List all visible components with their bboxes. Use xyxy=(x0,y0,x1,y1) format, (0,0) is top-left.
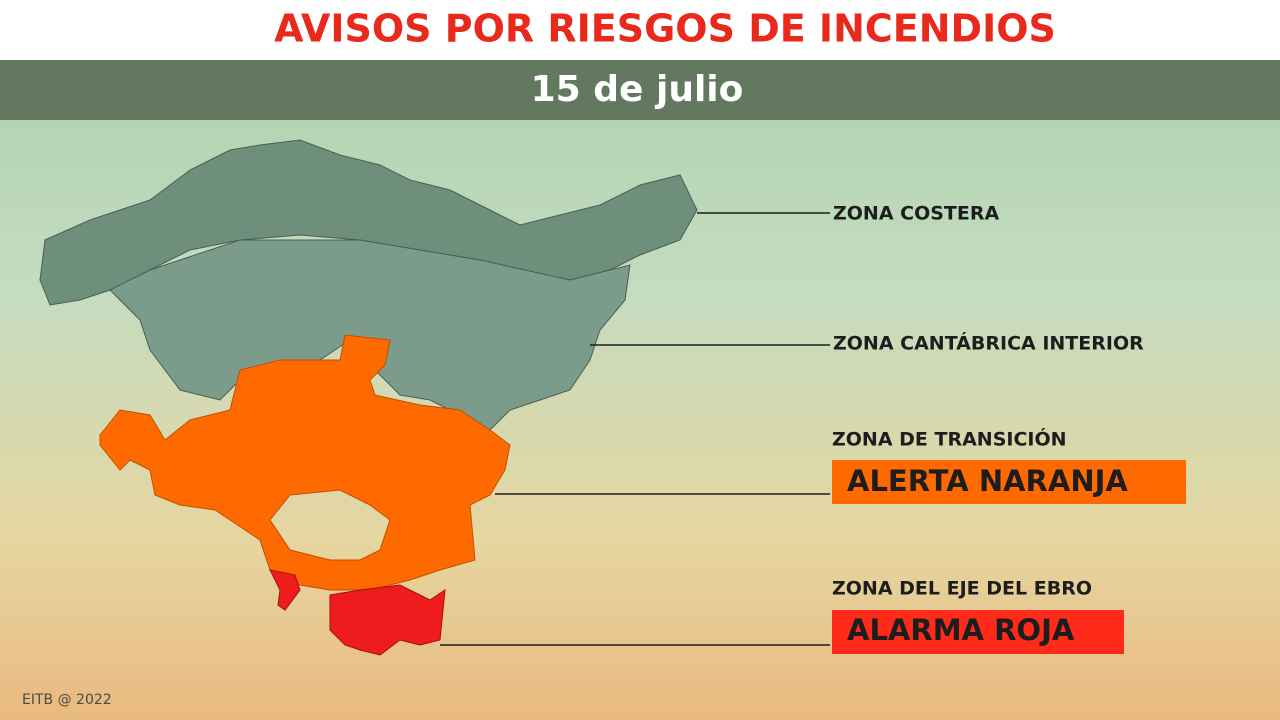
zone-label: ZONA CANTÁBRICA INTERIOR xyxy=(833,332,1144,355)
alert-label: ALERTA NARANJA xyxy=(847,464,1128,498)
alert-box xyxy=(832,610,1124,654)
zone-label: ZONA DEL EJE DEL EBRO xyxy=(832,578,1092,600)
alert-label: ALARMA ROJA xyxy=(847,613,1075,647)
title: AVISOS POR RIESGOS DE INCENDIOS xyxy=(274,7,1056,51)
zone-label: ZONA COSTERA xyxy=(833,203,999,225)
zone-costera xyxy=(39,139,698,306)
zone-label: ZONA DE TRANSICIÓN xyxy=(832,427,1067,451)
zone-cantabrica xyxy=(109,239,631,431)
map xyxy=(39,139,698,656)
date-band xyxy=(0,60,1280,120)
zone-transicion xyxy=(99,334,511,591)
footer: EITB @ 2022 xyxy=(22,692,112,708)
alert-box xyxy=(832,460,1186,504)
zone-ebro xyxy=(329,584,446,656)
zone-ebro-west xyxy=(269,569,301,611)
date: 15 de julio xyxy=(531,69,744,110)
title-bar xyxy=(0,0,1280,60)
